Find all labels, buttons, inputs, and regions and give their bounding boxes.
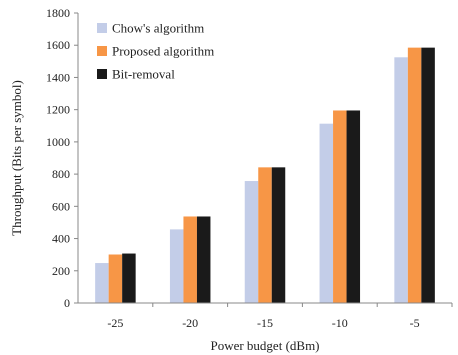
y-tick-label: 0 [64,296,70,310]
y-tick-label: 400 [52,232,70,246]
x-tick-label: -20 [182,316,198,330]
bar-bit-removal-4 [421,47,435,304]
x-tick-group: -25 -20 -15 -10 -5 [107,303,453,330]
legend: Chow's algorithm Proposed algorithm Bit-re… [97,21,214,82]
x-tick-label: -15 [257,316,273,330]
y-tick-label: 1800 [46,6,70,20]
y-tick-label: 800 [52,167,70,181]
bar-proposed-algorithm-4 [407,47,422,304]
axes-group [77,13,452,304]
y-axis-label: Throughput (Bits per symbol) [9,80,24,236]
bar-bit-removal-0 [122,253,136,303]
bar-proposed-algorithm-2 [258,167,272,303]
legend-swatch [97,23,107,33]
bar-chow-s-algorithm-0 [95,263,109,303]
x-tick-label: -5 [410,316,420,330]
bar-proposed-algorithm-3 [333,110,347,303]
bar-bit-removal-1 [196,216,211,303]
bar-proposed-algorithm-1 [183,216,197,303]
bar-chow-s-algorithm-1 [169,229,184,303]
y-tick-label: 1600 [46,38,70,52]
bar-proposed-algorithm-0 [108,254,123,303]
x-axis-label: Power budget (dBm) [210,338,319,353]
bar-chow-s-algorithm-3 [319,123,334,303]
legend-label: Proposed algorithm [112,44,214,59]
x-tick-label: -25 [107,316,123,330]
bar-chow-s-algorithm-2 [244,181,259,303]
y-tick-group: 0 200 400 600 800 1000 1200 1400 1600 1800 [46,6,78,310]
y-tick-label: 200 [52,264,70,278]
legend-swatch [97,46,107,56]
y-tick-label: 600 [52,199,70,213]
y-tick-label: 1200 [46,103,70,117]
x-tick-label: -10 [332,316,348,330]
y-tick-label: 1000 [46,135,70,149]
bar-bit-removal-2 [271,167,286,303]
legend-label: Chow's algorithm [112,21,204,36]
legend-swatch [97,69,107,79]
bar-bit-removal-3 [346,110,361,303]
bar-chow-s-algorithm-4 [394,57,408,303]
legend-label: Bit-removal [112,67,175,82]
y-tick-label: 1400 [46,70,70,84]
bars-group [95,47,435,304]
